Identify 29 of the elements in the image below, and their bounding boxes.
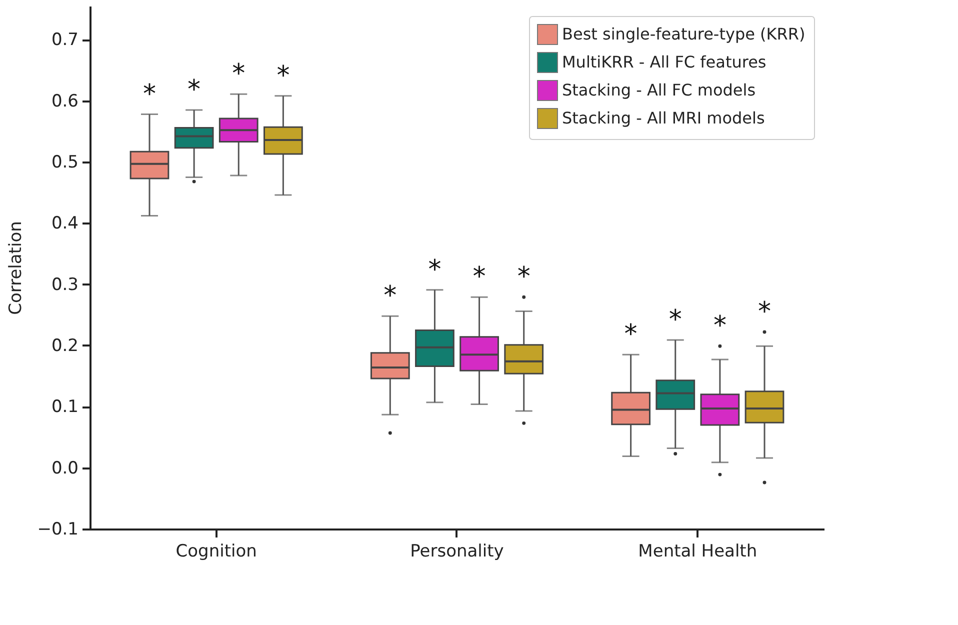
- annotation: *: [384, 281, 397, 312]
- legend-label: Best single-feature-type (KRR): [562, 24, 806, 44]
- y-tick-label: 0.4: [51, 214, 78, 234]
- annotation: *: [472, 262, 486, 292]
- annotation: *: [188, 74, 201, 105]
- y-tick-label: 0.1: [51, 397, 78, 418]
- y-tick-label: 0.3: [51, 274, 78, 295]
- y-tick-label: 0.0: [51, 458, 78, 478]
- annotation: *: [232, 59, 246, 90]
- annotation: *: [713, 311, 726, 342]
- annotation: *: [624, 320, 638, 350]
- x-tick-label: Personality: [410, 542, 504, 562]
- annotation: *: [517, 262, 530, 292]
- annotation: *: [668, 304, 682, 335]
- annotation: *: [142, 79, 156, 110]
- y-tick-label: 0.7: [51, 30, 78, 50]
- y-axis-title: Correlation: [6, 221, 26, 315]
- annotation: *: [428, 254, 442, 285]
- annotation: *: [276, 60, 290, 91]
- legend-label: Stacking - All MRI models: [562, 108, 765, 128]
- x-tick-label: Cognition: [176, 542, 257, 562]
- y-tick-label: −0.1: [37, 520, 78, 540]
- y-tick-label: 0.5: [51, 152, 78, 172]
- y-tick-label: 0.2: [51, 336, 78, 356]
- legend-label: Stacking - All FC models: [562, 80, 756, 100]
- annotation: *: [758, 297, 772, 328]
- y-tick-label: 0.6: [51, 91, 78, 112]
- x-tick-label: Mental Health: [638, 542, 758, 562]
- legend-label: MultiKRR - All FC features: [562, 52, 766, 72]
